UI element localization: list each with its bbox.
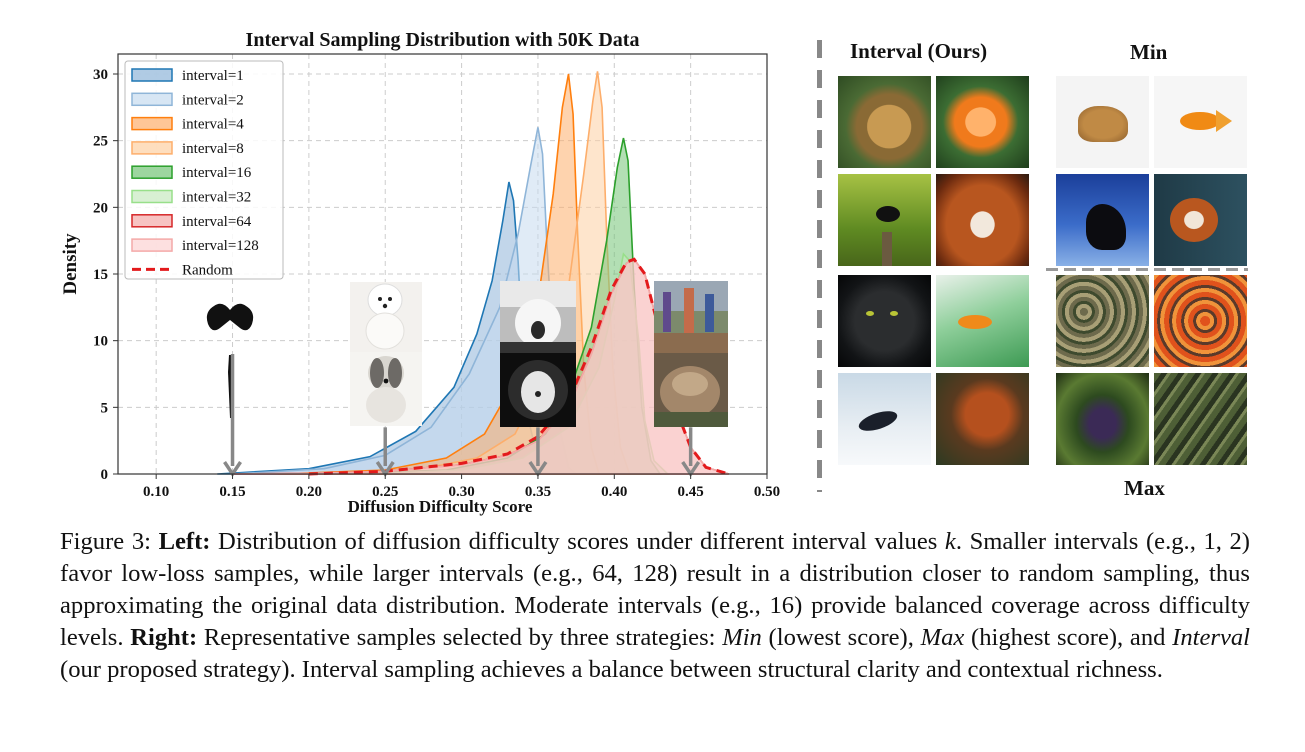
thumb-white-dog-2 bbox=[350, 352, 422, 426]
max-title: Max bbox=[1124, 476, 1165, 500]
caption-right-text-1: Representative samples selected by three… bbox=[197, 624, 723, 651]
photo-min-goldfish bbox=[1154, 76, 1247, 168]
photo-interval-magpie bbox=[838, 174, 931, 266]
y-tick-label: 5 bbox=[101, 400, 109, 416]
thumb-bw-dog-1 bbox=[500, 281, 576, 353]
plot-frame bbox=[117, 53, 768, 475]
legend-swatch bbox=[131, 165, 173, 179]
figure-caption: Figure 3: Left: Distribution of diffusio… bbox=[60, 526, 1250, 686]
caption-k-symbol: k bbox=[944, 528, 956, 555]
sample-thumbnails bbox=[206, 281, 728, 427]
legend-swatch bbox=[131, 238, 173, 252]
x-tick-label: 0.15 bbox=[219, 484, 245, 500]
photo-min-leopard bbox=[1056, 76, 1149, 168]
photo-max-red-panda bbox=[1154, 373, 1247, 465]
legend: interval=1 interval=2 interval=4 interval=8… bbox=[124, 60, 284, 280]
legend-label: interval=1 bbox=[182, 68, 244, 84]
caption-left-heading: Left: bbox=[158, 528, 211, 555]
caption-max-term: Max bbox=[920, 624, 965, 651]
x-tick-label: 0.10 bbox=[143, 484, 169, 500]
legend-label: interval=64 bbox=[182, 214, 252, 230]
x-axis-label: Diffusion Difficulty Score bbox=[348, 497, 533, 516]
legend-label: interval=16 bbox=[182, 165, 252, 181]
photo-max-leopard bbox=[1056, 275, 1149, 367]
caption-interval-term: Interval bbox=[1172, 624, 1250, 651]
photo-min-crow bbox=[1056, 174, 1149, 266]
caption-left-text-1: Distribution of diffusion difficulty sco… bbox=[210, 528, 945, 555]
divider-vertical bbox=[817, 40, 822, 492]
caption-min-term: Min bbox=[722, 624, 762, 651]
density-chart: 0.10 0.15 0.20 0.25 0.30 0.35 0.40 0.45 0.50 0 5 10… bbox=[60, 29, 780, 516]
x-tick-label: 0.50 bbox=[754, 484, 780, 500]
legend-label: Random bbox=[182, 262, 233, 278]
x-tick-label: 0.30 bbox=[448, 484, 474, 500]
y-tick-label: 0 bbox=[101, 467, 109, 483]
divider-horizontal bbox=[1046, 268, 1248, 271]
chart-title: Interval Sampling Distribution with 50K … bbox=[246, 29, 640, 51]
thumb-cluttered-scene-2 bbox=[654, 353, 728, 427]
y-tick-label: 10 bbox=[93, 334, 108, 350]
photo-interval-fish-game bbox=[936, 275, 1029, 367]
legend-label: interval=4 bbox=[182, 117, 244, 133]
photo-max-magpie bbox=[1056, 373, 1149, 465]
photo-interval-bird-snow bbox=[838, 373, 931, 465]
legend-swatch bbox=[131, 141, 173, 155]
caption-left-text-2: . Smaller intervals (e.g., 1, 2) favor l… bbox=[60, 528, 1250, 651]
series-line-random bbox=[308, 257, 730, 476]
y-tick-label: 20 bbox=[93, 200, 108, 216]
legend-label: interval=8 bbox=[182, 141, 244, 157]
legend-swatch bbox=[131, 92, 173, 107]
legend-label: interval=2 bbox=[182, 92, 244, 108]
photo-interval-goldfish bbox=[936, 76, 1029, 168]
caption-right-heading: Right: bbox=[130, 624, 198, 651]
legend-swatch bbox=[131, 189, 173, 204]
axes: 0.10 0.15 0.20 0.25 0.30 0.35 0.40 0.45 0.50 0 5 10… bbox=[60, 29, 780, 516]
x-tick-label: 0.45 bbox=[678, 484, 704, 500]
photo-interval-red-panda-2 bbox=[936, 373, 1029, 465]
caption-min-desc: (lowest score), bbox=[761, 624, 921, 651]
thumb-bw-dog-2 bbox=[500, 353, 576, 427]
thumb-cluttered-scene-1 bbox=[654, 281, 728, 353]
min-title: Min bbox=[1130, 40, 1168, 64]
photo-interval-red-panda bbox=[936, 174, 1029, 266]
photo-min-red-panda bbox=[1154, 174, 1247, 266]
thumb-white-dog-1 bbox=[350, 282, 422, 352]
caption-label: Figure 3: bbox=[60, 528, 151, 555]
interval-title: Interval (Ours) bbox=[850, 39, 988, 63]
y-tick-label: 15 bbox=[93, 267, 108, 283]
y-axis-label: Density bbox=[60, 233, 81, 295]
y-tick-label: 25 bbox=[93, 134, 108, 150]
x-tick-label: 0.35 bbox=[525, 484, 551, 500]
photo-interval-panther bbox=[838, 275, 931, 367]
legend-label: interval=32 bbox=[182, 190, 251, 206]
y-tick-label: 30 bbox=[93, 67, 108, 83]
x-tick-label: 0.20 bbox=[296, 484, 322, 500]
photo-max-goldfish bbox=[1154, 275, 1247, 367]
x-tick-label: 0.25 bbox=[372, 484, 398, 500]
photo-interval-leopard bbox=[838, 76, 931, 168]
legend-label: interval=128 bbox=[182, 238, 259, 254]
x-tick-label: 0.40 bbox=[601, 484, 627, 500]
legend-swatch bbox=[131, 116, 173, 131]
thumb-silhouette-shape bbox=[206, 303, 254, 331]
legend-swatch bbox=[131, 214, 173, 228]
caption-interval-desc: (our proposed strategy). Interval sampli… bbox=[60, 656, 1163, 683]
caption-max-desc: (highest score), and bbox=[964, 624, 1173, 651]
legend-swatch bbox=[131, 68, 173, 82]
